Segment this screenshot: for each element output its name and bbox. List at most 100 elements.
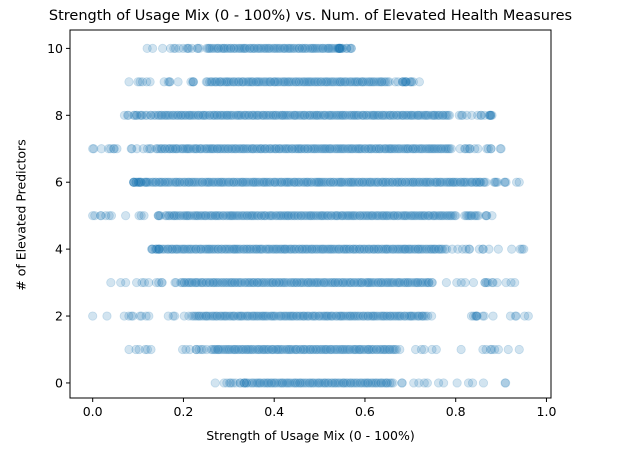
scatter-point-y5-134 [373,211,383,221]
scatter-point-y2-55 [275,311,285,321]
scatter-point-y6-179 [426,177,436,187]
scatter-point-y1-101 [366,344,376,355]
scatter-point-y7-13 [171,144,181,154]
scatter-point-y3-76 [299,277,309,288]
scatter-point-y5-168 [428,211,438,221]
scatter-point-y0-112 [433,378,444,388]
scatter-point-y0-60 [341,378,352,388]
scatter-point-y5-129 [365,211,376,221]
scatter-point-y4-196 [461,244,471,254]
scatter-point-y7-207 [460,144,470,154]
scatter-point-y1-107 [376,344,386,355]
scatter-point-y6-91 [286,177,296,187]
scatter-point-y3-173 [460,277,470,288]
scatter-point-y0-81 [376,378,386,388]
scatter-point-y0-24 [284,378,294,388]
scatter-point-y6-101 [302,177,312,187]
scatter-point-y5-152 [401,211,411,221]
scatter-point-y6-178 [425,177,435,187]
scatter-point-y6-86 [279,177,289,187]
scatter-point-y5-182 [450,211,460,221]
scatter-point-y2-1 [189,311,199,321]
scatter-point-y3-134 [392,277,402,288]
scatter-point-y4-161 [421,244,431,254]
scatter-point-y2-3 [192,311,202,321]
scatter-point-y3-100 [338,277,348,288]
scatter-point-y0-101 [235,378,245,388]
scatter-point-y5-208 [473,211,484,221]
scatter-point-y4-170 [434,244,444,254]
scatter-point-y6-123 [337,177,347,187]
scatter-point-y0-41 [312,378,322,388]
scatter-point-y0-97 [231,378,241,388]
scatter-point-y1-31 [255,344,265,355]
scatter-point-y0-77 [369,378,379,388]
scatter-point-y0-115 [222,378,232,388]
scatter-point-y5-199 [96,211,106,221]
scatter-point-y6-185 [435,177,446,187]
scatter-point-y4-130 [371,244,381,254]
scatter-point-y2-78 [311,311,321,321]
scatter-point-y1-38 [266,344,277,355]
scatter-point-y0-42 [314,378,324,388]
scatter-point-y1-60 [301,344,311,355]
scatter-point-y3-81 [307,277,317,288]
scatter-point-y3-95 [330,277,340,288]
scatter-point-y1-45 [277,344,287,355]
scatter-point-y4-10 [180,244,190,254]
scatter-point-y2-152 [488,311,498,321]
scatter-point-y3-62 [277,277,287,288]
scatter-point-y4-97 [318,244,329,254]
scatter-point-y6-147 [376,177,386,187]
scatter-point-y6-33 [195,177,205,187]
scatter-point-y3-108 [350,277,360,288]
scatter-point-y3-63 [278,277,288,288]
scatter-point-y5-164 [420,211,430,221]
scatter-point-y3-140 [401,277,411,288]
scatter-point-y6-144 [371,177,381,187]
scatter-point-y6-214 [500,177,510,187]
scatter-point-y0-50 [326,378,336,388]
scatter-point-y5-178 [443,211,453,221]
scatter-point-y2-19 [218,311,228,321]
scatter-point-y5-13 [181,211,192,221]
scatter-point-y5-83 [292,211,302,221]
scatter-point-y2-68 [295,311,306,321]
scatter-point-y6-140 [365,177,375,187]
scatter-point-y4-202 [457,244,468,254]
scatter-point-y5-80 [287,211,297,221]
scatter-point-y7-2 [154,144,164,154]
scatter-point-y6-132 [352,177,362,187]
scatter-point-y3-60 [274,277,284,288]
scatter-point-y2-124 [385,311,395,321]
scatter-point-y2-123 [382,311,393,321]
scatter-point-y0-44 [316,378,327,388]
scatter-point-y7-4 [157,144,167,154]
scatter-point-y4-166 [429,244,439,254]
scatter-point-y4-3 [170,244,180,254]
scatter-point-y4-123 [359,244,370,254]
scatter-point-y0-111 [239,378,250,388]
scatter-point-y4-183 [158,244,168,254]
scatter-point-y2-62 [286,311,296,321]
scatter-point-y4-179 [163,244,173,254]
scatter-point-y6-115 [325,177,335,187]
scatter-point-y0-49 [324,378,334,388]
scatter-point-y0-88 [386,378,397,388]
scatter-point-y4-12 [184,244,194,254]
scatter-point-y4-2 [168,244,178,254]
scatter-point-y2-16 [212,311,223,321]
scatter-point-y0-114 [388,378,398,388]
scatter-point-y5-64 [261,211,271,221]
scatter-point-y0-9 [261,378,271,388]
scatter-point-y4-28 [209,244,219,254]
scatter-point-y2-115 [369,311,380,321]
scatter-point-y5-157 [410,211,420,221]
scatter-point-y5-120 [350,211,360,221]
scatter-point-y3-144 [407,277,417,288]
scatter-point-y9-144 [414,77,425,87]
scatter-point-y1-29 [252,344,262,355]
scatter-point-y5-90 [304,211,314,221]
scatter-point-y6-145 [373,177,383,187]
